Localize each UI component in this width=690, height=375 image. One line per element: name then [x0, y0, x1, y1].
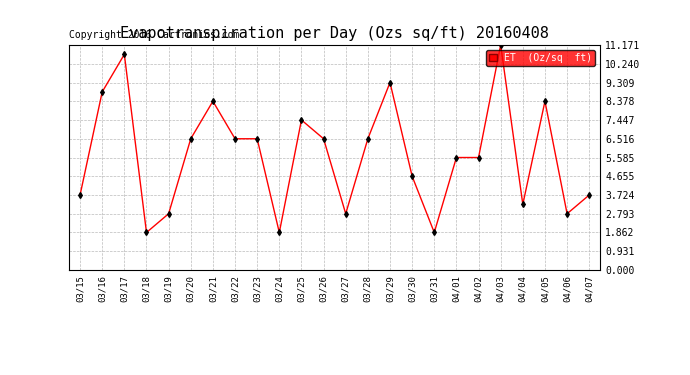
Text: Copyright 2016 Cartronics.com: Copyright 2016 Cartronics.com: [69, 30, 239, 40]
Title: Evapotranspiration per Day (Ozs sq/ft) 20160408: Evapotranspiration per Day (Ozs sq/ft) 2…: [120, 26, 549, 41]
Legend: ET  (Oz/sq  ft): ET (Oz/sq ft): [486, 50, 595, 66]
